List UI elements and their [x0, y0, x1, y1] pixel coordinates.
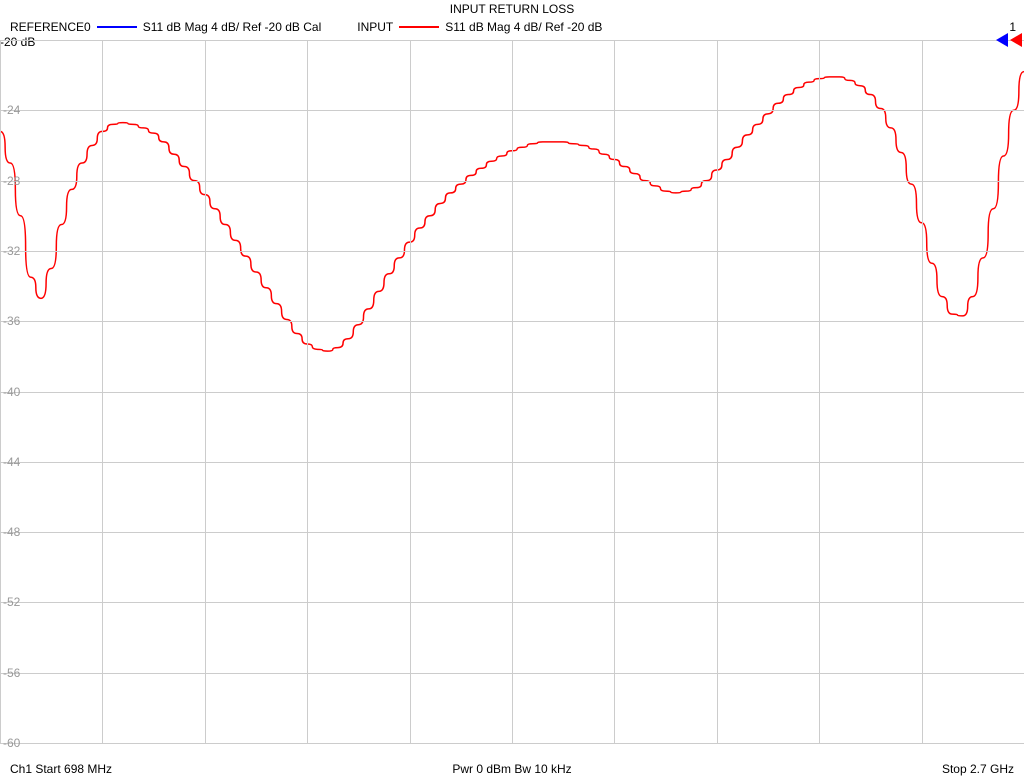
chart-title: INPUT RETURN LOSS [0, 2, 1024, 16]
y-axis-tick-label: -52 [3, 595, 20, 609]
y-axis-tick-label: -24 [3, 103, 20, 117]
y-axis-tick-label: -48 [3, 525, 20, 539]
marker-number: 1 [1009, 20, 1016, 34]
legend-trace2-desc: S11 dB Mag 4 dB/ Ref -20 dB [445, 20, 602, 34]
y-axis-tick-label: -40 [3, 385, 20, 399]
y-axis-tick-label: -32 [3, 244, 20, 258]
y-axis-tick-label: -36 [3, 314, 20, 328]
marker-triangle-blue-icon [996, 33, 1008, 47]
grid-line-horizontal [0, 532, 1024, 533]
footer-stop: Stop 2.7 GHz [942, 762, 1014, 776]
legend-trace1-name: REFERENCE0 [10, 20, 91, 34]
grid-line-horizontal [0, 392, 1024, 393]
grid-line-horizontal [0, 251, 1024, 252]
grid-line-horizontal [0, 110, 1024, 111]
y-axis-tick-label: -56 [3, 666, 20, 680]
plot-area: -24-28-32-36-40-44-48-52-56-60 [0, 40, 1024, 743]
y-axis-tick-label: -60 [3, 736, 20, 750]
grid-line-horizontal [0, 743, 1024, 744]
y-axis-tick-label: -28 [3, 174, 20, 188]
legend-trace1-desc: S11 dB Mag 4 dB/ Ref -20 dB Cal [143, 20, 322, 34]
grid-line-horizontal [0, 462, 1024, 463]
grid-line-horizontal [0, 602, 1024, 603]
legend-trace2-swatch [399, 26, 439, 28]
grid-line-horizontal [0, 40, 1024, 41]
grid-line-horizontal [0, 673, 1024, 674]
footer-power-bw: Pwr 0 dBm Bw 10 kHz [0, 762, 1024, 776]
legend-trace1-swatch [97, 26, 137, 28]
legend: REFERENCE0 S11 dB Mag 4 dB/ Ref -20 dB C… [10, 20, 602, 34]
grid-line-horizontal [0, 321, 1024, 322]
grid-line-horizontal [0, 181, 1024, 182]
marker-triangle-red-icon [1010, 33, 1022, 47]
y-axis-tick-label: -44 [3, 455, 20, 469]
legend-trace2-name: INPUT [357, 20, 393, 34]
